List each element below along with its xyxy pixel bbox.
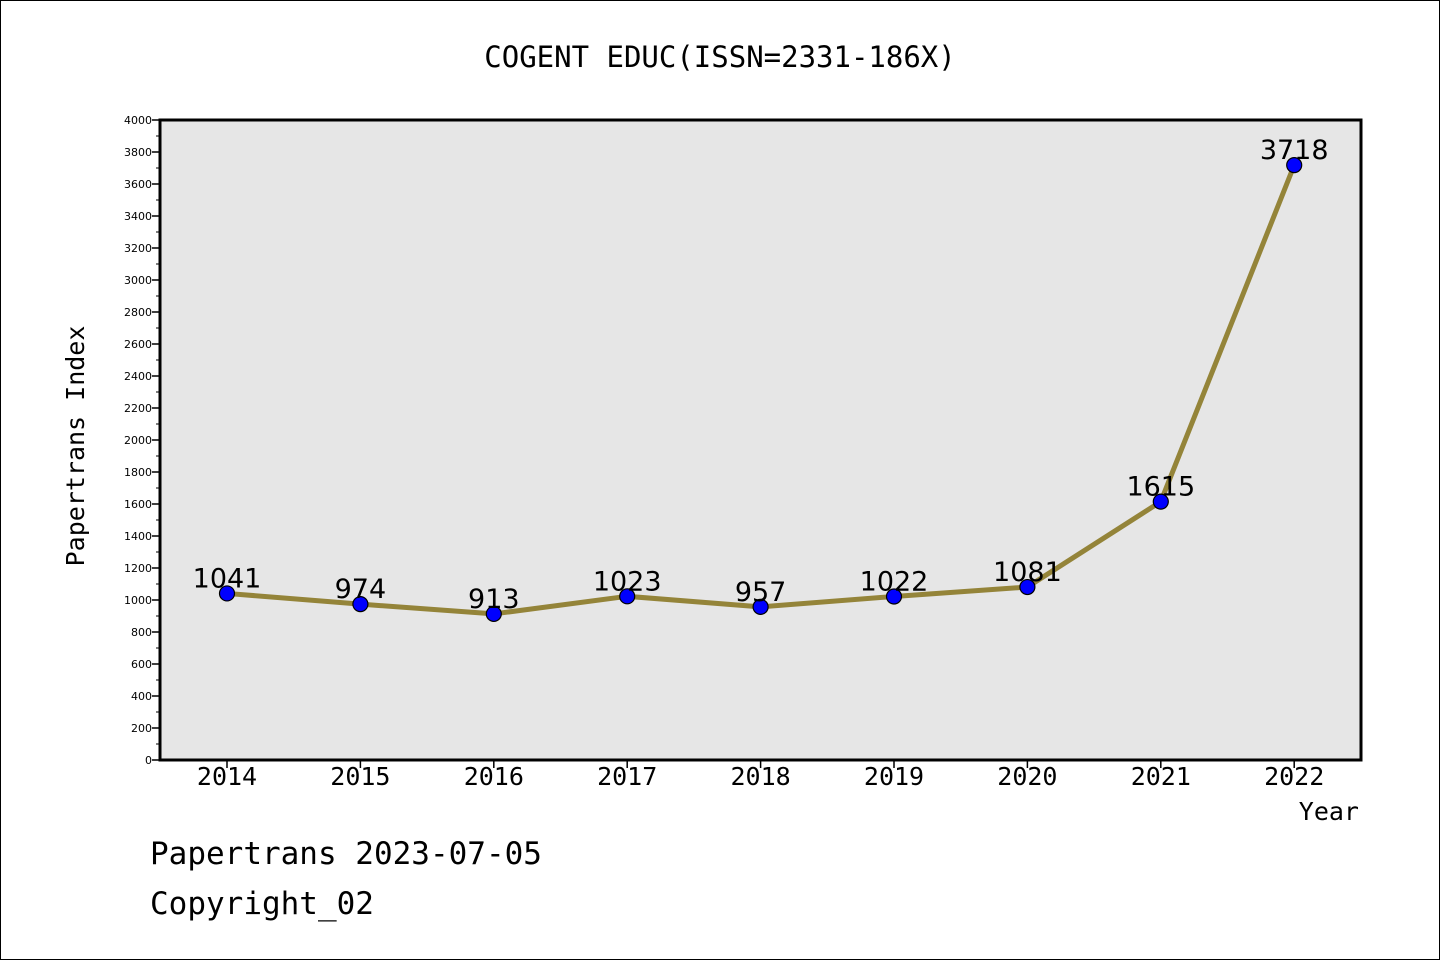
y-axis: 0 200 400 600 800 1000 1200 1400 1600 1800 2000 220… [124, 114, 160, 767]
y-tick-label: 3600 [124, 178, 152, 191]
y-tick-label: 2200 [124, 402, 152, 415]
y-tick-label: 2800 [124, 306, 152, 319]
data-label: 1023 [593, 566, 662, 597]
y-tick-label: 200 [131, 722, 152, 735]
data-label: 1041 [193, 563, 262, 594]
y-tick-label: 2600 [124, 338, 152, 351]
y-axis-label: Papertrans Index [61, 326, 90, 567]
footer-date: Papertrans 2023-07-05 [150, 836, 542, 872]
y-tick-label: 1000 [124, 594, 152, 607]
y-tick-label: 1800 [124, 466, 152, 479]
data-label: 957 [735, 577, 787, 608]
data-point [485, 605, 502, 623]
y-tick-label: 800 [131, 626, 152, 639]
plot-area [158, 118, 1363, 762]
footer-copyright: Copyright_02 [150, 886, 374, 922]
data-point [218, 585, 236, 602]
y-tick-label: 1600 [124, 498, 152, 511]
x-tick-label: 2021 [1131, 762, 1191, 791]
data-label: 913 [468, 584, 520, 615]
y-tick-label: 2000 [124, 434, 152, 447]
data-point [1152, 493, 1169, 510]
x-tick-label: 2022 [1264, 762, 1324, 791]
data-point [1286, 157, 1303, 174]
x-tick-label: 2015 [330, 762, 390, 791]
x-axis: 2014 2015 2016 2017 2018 2019 2020 2021 2022 [197, 760, 1324, 791]
data-point [885, 588, 903, 605]
x-tick-label: 2017 [597, 762, 657, 791]
data-label: 1615 [1126, 472, 1195, 503]
data-label: 974 [335, 574, 387, 605]
y-tick-label: 600 [131, 658, 152, 671]
chart-title: COGENT EDUC(ISSN=2331-186X) [484, 40, 955, 74]
y-tick-label: 0 [145, 754, 152, 767]
data-point [352, 596, 369, 613]
y-tick-label: 3400 [124, 210, 152, 223]
y-tick-label: 1400 [124, 530, 152, 543]
x-tick-label: 2016 [464, 762, 524, 791]
data-label: 1081 [993, 557, 1062, 588]
y-tick-label: 4000 [124, 114, 152, 127]
x-tick-label: 2014 [197, 762, 257, 791]
x-axis-label: Year [1299, 797, 1359, 826]
data-label: 3718 [1260, 135, 1329, 166]
y-tick-label: 3200 [124, 242, 152, 255]
x-tick-label: 2018 [730, 762, 790, 791]
data-series: 1041 974 913 1023 957 1022 1081 1615 3718 [193, 135, 1329, 623]
x-tick-label: 2019 [864, 762, 924, 791]
y-tick-label: 400 [131, 690, 152, 703]
y-tick-label: 3000 [124, 274, 152, 287]
y-tick-label: 2400 [124, 370, 152, 383]
data-point [1019, 578, 1036, 596]
data-point [619, 588, 636, 605]
x-tick-label: 2020 [997, 762, 1057, 791]
data-label: 1022 [860, 566, 929, 597]
y-tick-label: 1200 [124, 562, 152, 575]
data-point [752, 598, 769, 615]
y-tick-label: 3800 [124, 146, 152, 159]
